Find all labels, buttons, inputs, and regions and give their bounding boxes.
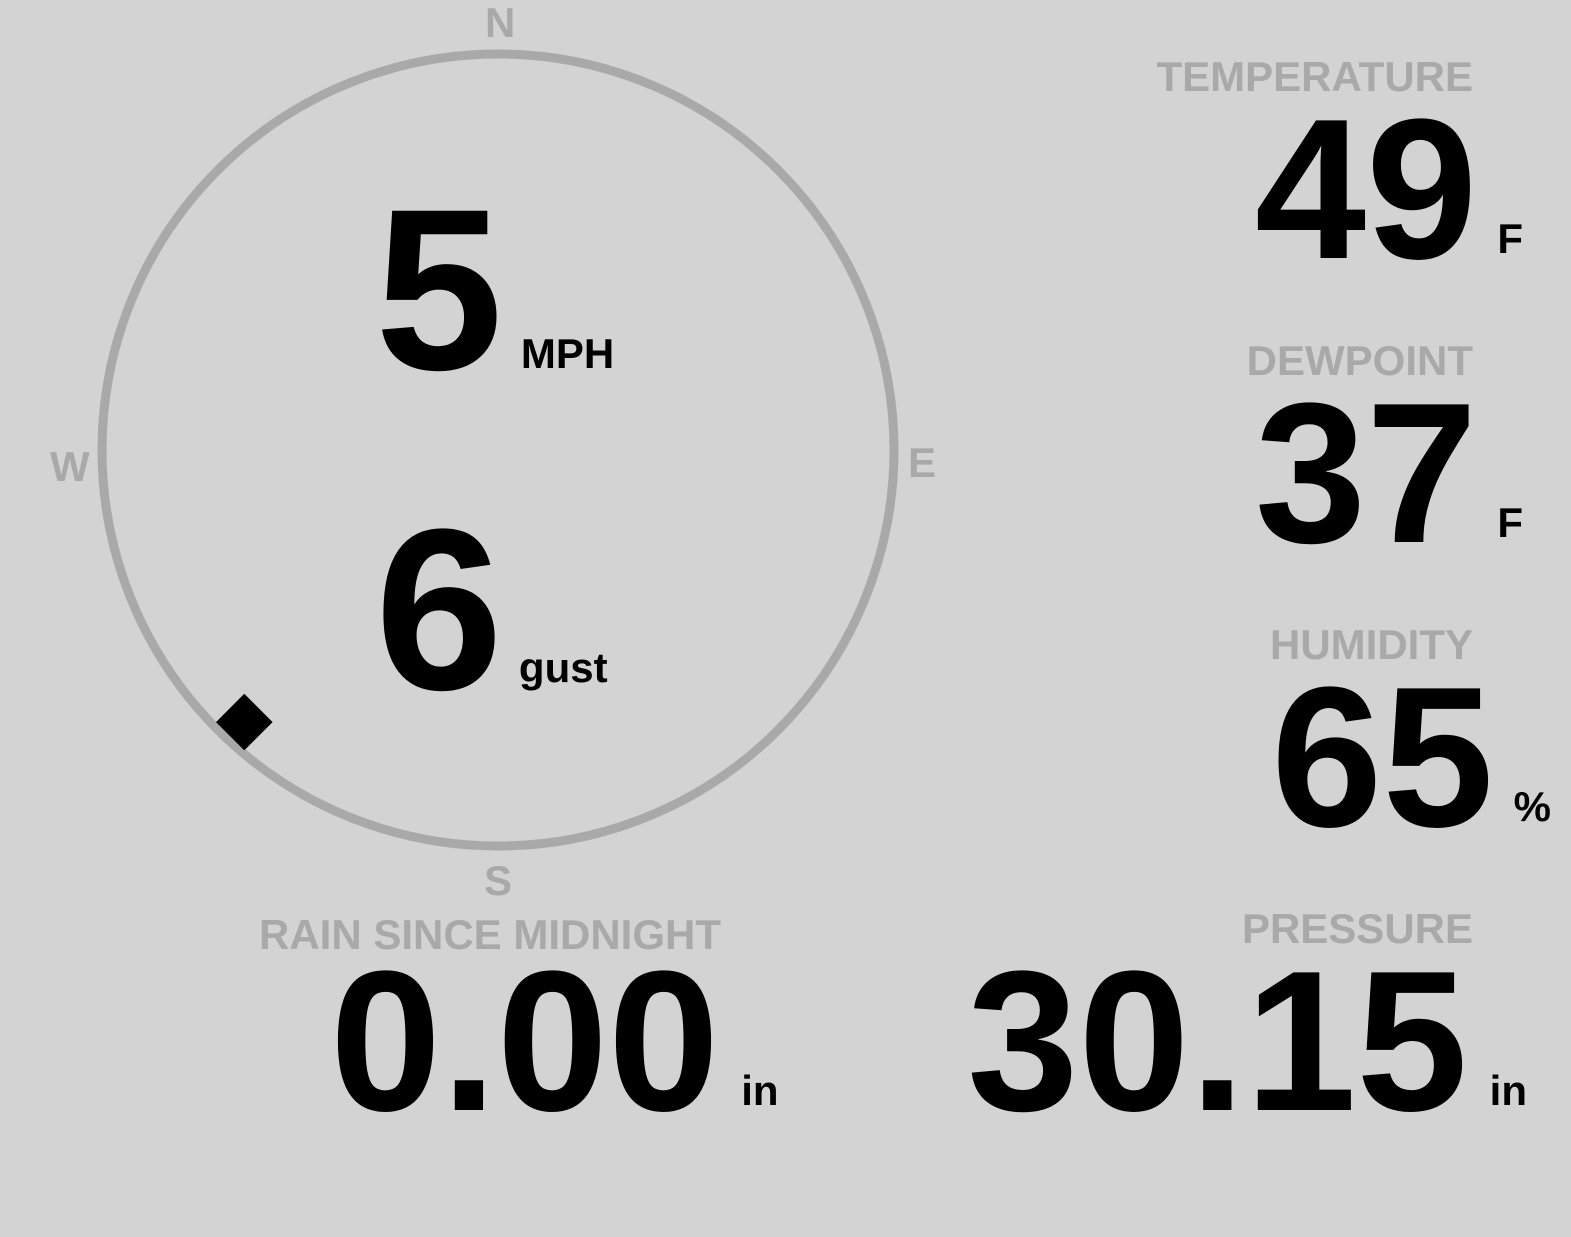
- compass-east: E: [908, 439, 937, 486]
- humidity-unit: %: [1513, 783, 1551, 830]
- rain-unit: in: [741, 1067, 779, 1114]
- temperature-label: TEMPERATURE: [1156, 53, 1473, 100]
- rain-label: RAIN SINCE MIDNIGHT: [259, 911, 721, 958]
- humidity-label: HUMIDITY: [1270, 621, 1473, 668]
- dewpoint: 37 F: [1255, 374, 1523, 574]
- wind-gust: 6 gust: [375, 495, 608, 725]
- pressure-label: PRESSURE: [1241, 905, 1473, 952]
- wind-speed-unit: MPH: [520, 330, 615, 377]
- compass-ring: [97, 49, 899, 851]
- wind-gust-value: 6: [375, 481, 503, 738]
- dewpoint-label: DEWPOINT: [1246, 337, 1473, 384]
- wind-gust-label: gust: [518, 644, 608, 691]
- compass-north: N: [485, 0, 516, 46]
- pressure: 30.15 in: [967, 942, 1527, 1142]
- dewpoint-value: 37: [1254, 362, 1478, 585]
- temperature-value: 49: [1254, 78, 1478, 301]
- wind-speed-value: 5: [375, 161, 503, 418]
- temperature-unit: F: [1497, 215, 1523, 262]
- pressure-value: 30.15: [967, 930, 1468, 1153]
- rain: 0.00 in: [330, 942, 779, 1142]
- rain-value: 0.00: [330, 930, 720, 1153]
- compass-south: S: [484, 857, 513, 904]
- pressure-unit: in: [1489, 1067, 1527, 1114]
- dewpoint-unit: F: [1497, 499, 1523, 546]
- wind-speed: 5 MPH: [375, 175, 614, 405]
- temperature: 49 F: [1255, 90, 1523, 290]
- wind-compass: [97, 49, 899, 851]
- humidity: 65 %: [1271, 658, 1551, 858]
- humidity-value: 65: [1271, 646, 1494, 869]
- compass-west: W: [50, 443, 90, 490]
